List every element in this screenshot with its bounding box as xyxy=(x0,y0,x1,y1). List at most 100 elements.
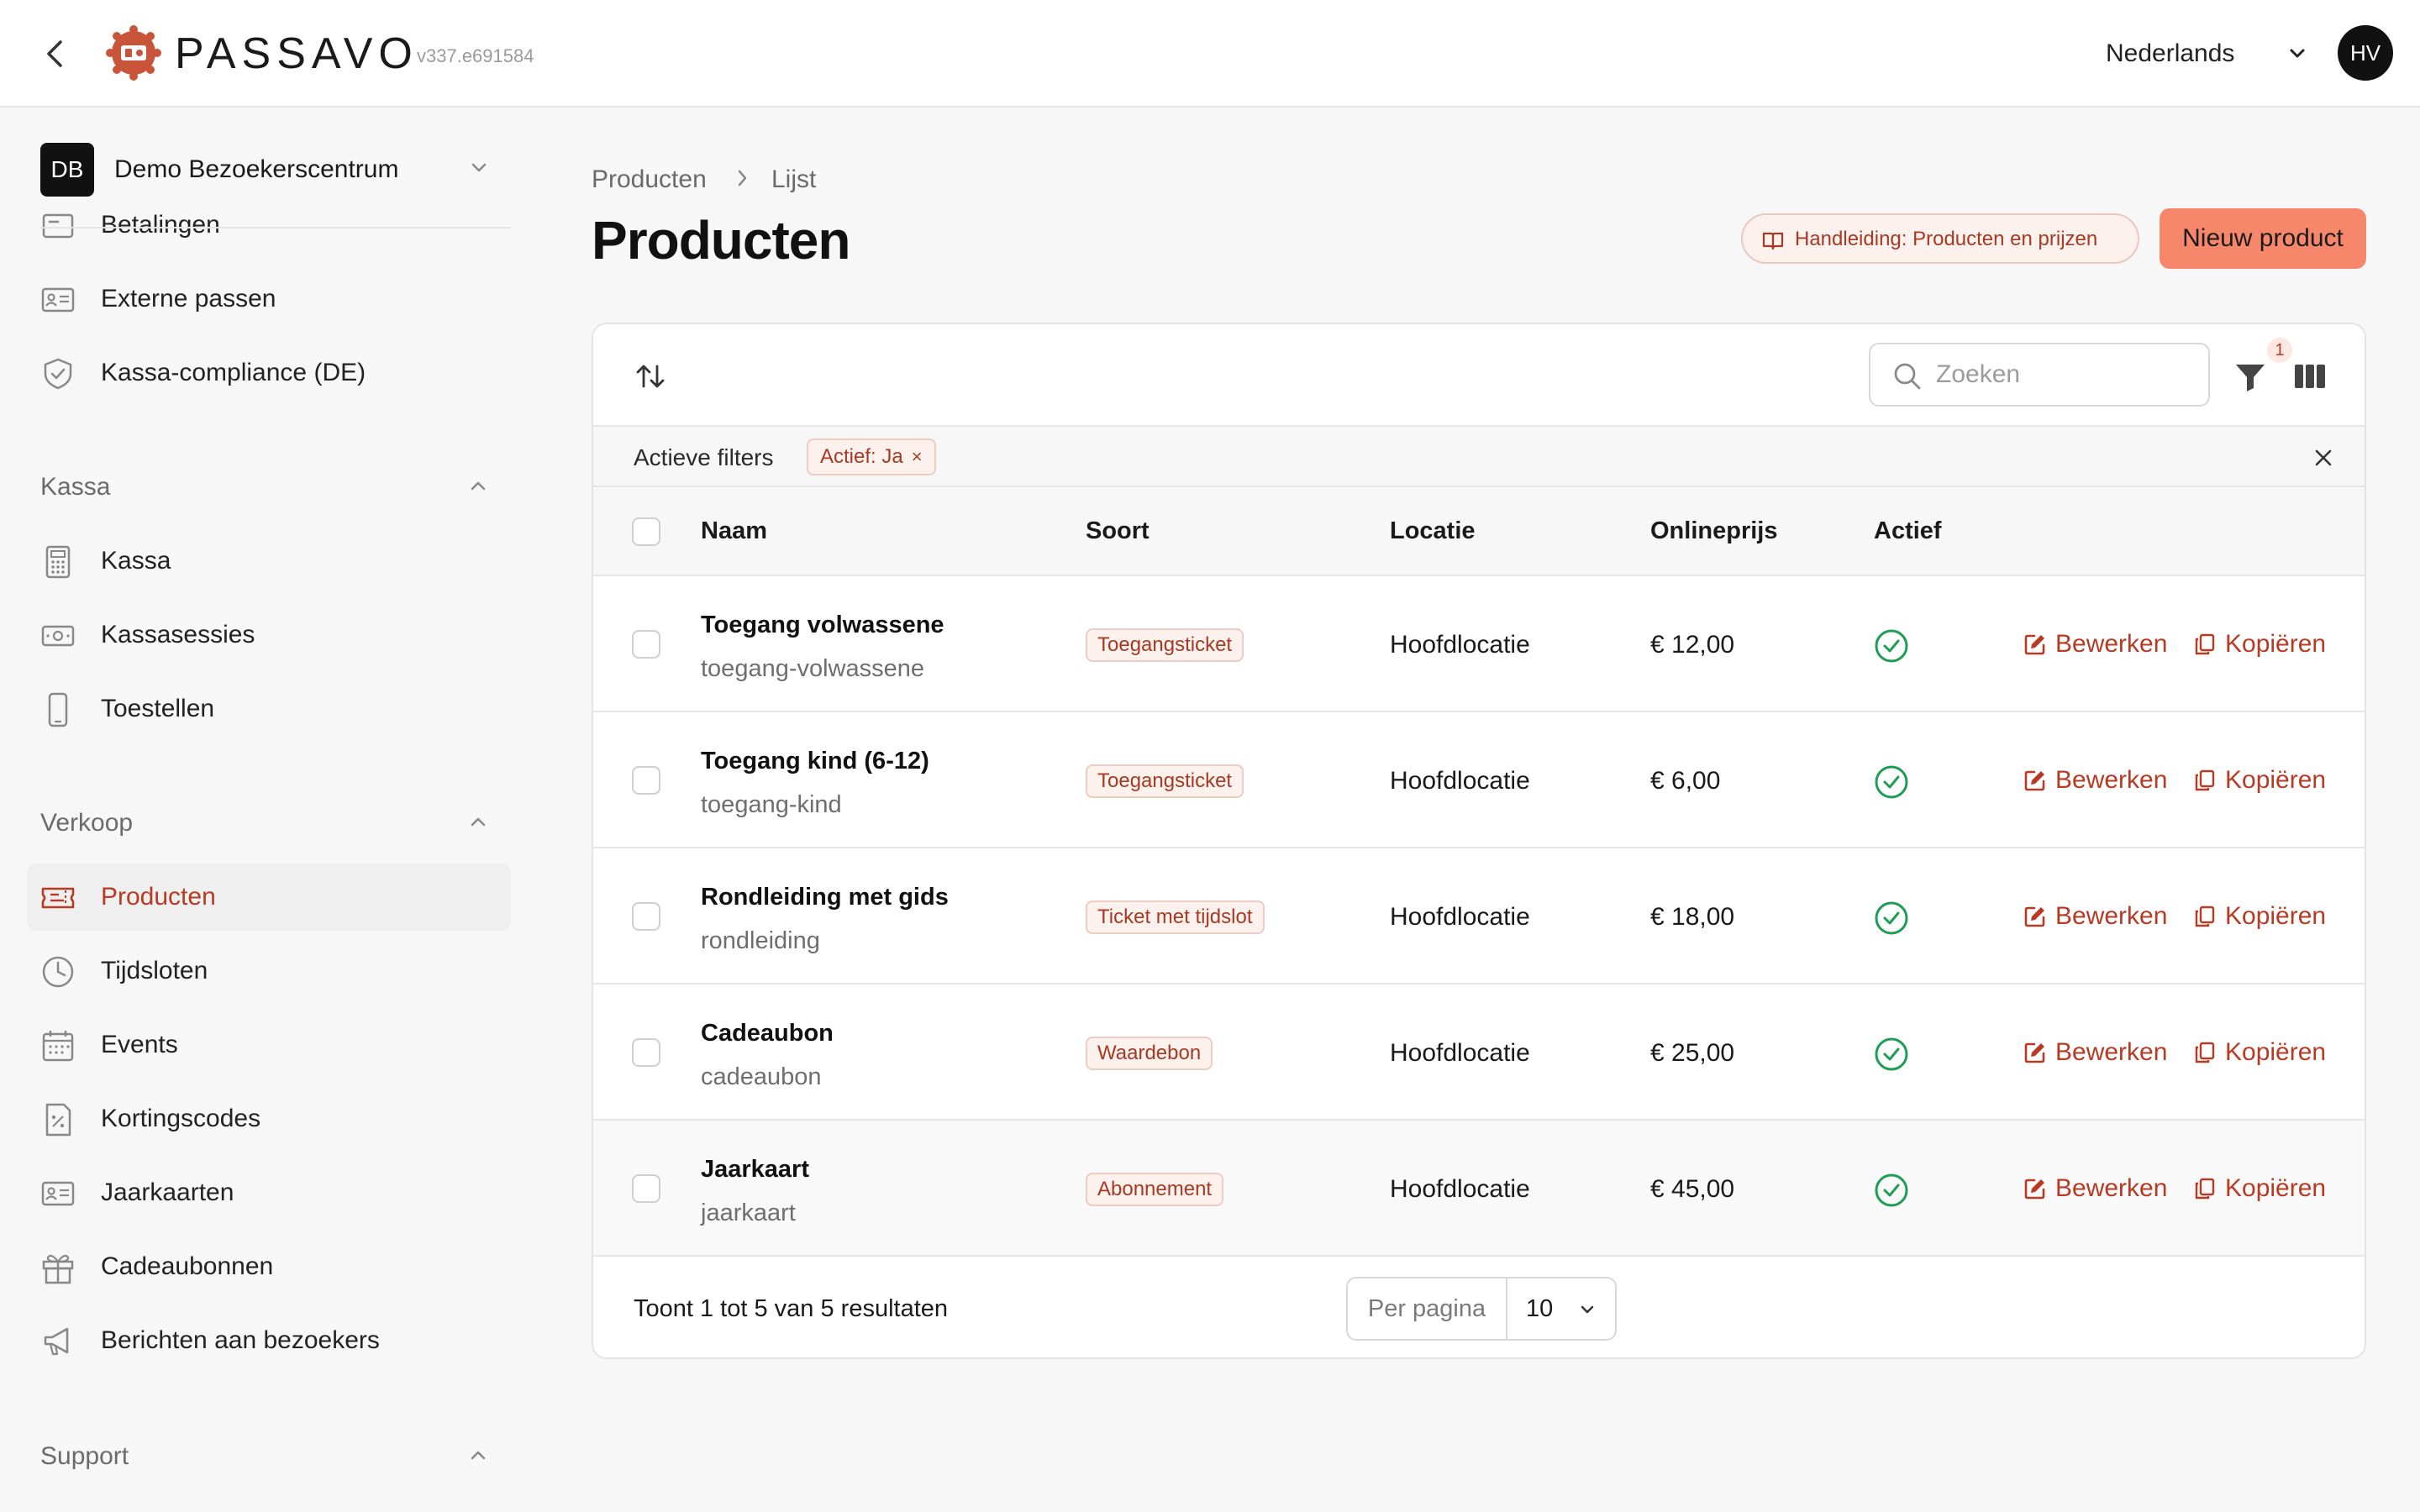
column-header-onlineprijs[interactable]: Onlineprijs xyxy=(1650,517,1778,544)
organization-switcher[interactable]: DB Demo Bezoekerscentrum xyxy=(40,139,511,203)
table-row[interactable]: Jaarkaart jaarkaart Abonnement Hoofdloca… xyxy=(593,1121,2365,1257)
product-name[interactable]: Rondleiding met gids xyxy=(701,884,949,911)
sidebar-item-label: Tijdsloten xyxy=(101,957,208,984)
sidebar-item-toestellen[interactable]: Toestellen xyxy=(27,675,511,743)
product-price: € 6,00 xyxy=(1650,767,1721,795)
sidebar-item-jaarkaarten[interactable]: Jaarkaarten xyxy=(27,1159,511,1226)
sidebar: DB Demo Bezoekerscentrum Betalingen Exte… xyxy=(0,109,538,1512)
row-checkbox[interactable] xyxy=(632,1174,660,1203)
sidebar-item-kassa[interactable]: Kassa xyxy=(27,528,511,595)
product-name[interactable]: Toegang kind (6-12) xyxy=(701,748,929,774)
table-row[interactable]: Rondleiding met gids rondleiding Ticket … xyxy=(593,848,2365,984)
copy-button[interactable]: Kopiëren xyxy=(2193,1033,2326,1072)
column-header-soort[interactable]: Soort xyxy=(1086,517,1150,544)
megaphone-icon xyxy=(40,1324,76,1359)
copy-button[interactable]: Kopiëren xyxy=(2193,761,2326,800)
select-all-checkbox[interactable] xyxy=(632,517,660,546)
section-header-kassa[interactable]: Kassa xyxy=(40,469,511,506)
edit-button[interactable]: Bewerken xyxy=(2023,625,2167,664)
per-page-select[interactable]: Per pagina 10 xyxy=(1346,1277,1617,1341)
new-product-button[interactable]: Nieuw product xyxy=(2160,208,2366,269)
copy-label: Kopiëren xyxy=(2225,1038,2327,1066)
copy-icon xyxy=(2193,769,2217,792)
section-header-support[interactable]: Support xyxy=(40,1438,511,1475)
product-price: € 12,00 xyxy=(1650,631,1735,659)
sidebar-item-kassasessies[interactable]: Kassasessies xyxy=(27,601,511,669)
table-row[interactable]: Toegang kind (6-12) toegang-kind Toegang… xyxy=(593,712,2365,848)
sidebar-item-label: Externe passen xyxy=(101,285,276,312)
sidebar-item-kortingscodes[interactable]: Kortingscodes xyxy=(27,1085,511,1152)
section-header-verkoop[interactable]: Verkoop xyxy=(40,805,511,842)
product-name[interactable]: Cadeaubon xyxy=(701,1020,834,1047)
edit-button[interactable]: Bewerken xyxy=(2023,1033,2167,1072)
calculator-icon xyxy=(40,544,76,580)
divider xyxy=(40,227,511,228)
copy-button[interactable]: Kopiëren xyxy=(2193,625,2326,664)
row-checkbox[interactable] xyxy=(632,902,660,931)
product-location: Hoofdlocatie xyxy=(1390,767,1530,795)
product-slug: jaarkaart xyxy=(701,1200,796,1226)
sidebar-item-cadeaubonnen[interactable]: Cadeaubonnen xyxy=(27,1233,511,1300)
edit-button[interactable]: Bewerken xyxy=(2023,1169,2167,1208)
product-price: € 25,00 xyxy=(1650,1039,1735,1067)
table-row[interactable]: Toegang volwassene toegang-volwassene To… xyxy=(593,576,2365,712)
edit-button[interactable]: Bewerken xyxy=(2023,897,2167,936)
column-header-naam[interactable]: Naam xyxy=(701,517,767,544)
chevron-down-icon[interactable] xyxy=(1576,1299,1598,1320)
column-header-actief[interactable]: Actief xyxy=(1874,517,1942,544)
gift-icon xyxy=(40,1250,76,1285)
ticket-icon xyxy=(40,880,76,916)
app-version: v337.e691584 xyxy=(417,45,534,66)
product-name[interactable]: Toegang volwassene xyxy=(701,612,944,638)
cash-icon xyxy=(40,618,76,654)
sidebar-item-berichten[interactable]: Berichten aan bezoekers xyxy=(27,1307,511,1374)
edit-label: Bewerken xyxy=(2055,1038,2168,1066)
user-avatar[interactable]: HV xyxy=(2338,25,2393,81)
row-checkbox[interactable] xyxy=(632,766,660,795)
back-arrow-icon[interactable] xyxy=(39,37,72,71)
filter-count-badge: 1 xyxy=(2267,338,2292,363)
sidebar-item-externe-passen[interactable]: Externe passen xyxy=(27,265,511,333)
product-name[interactable]: Jaarkaart xyxy=(701,1156,809,1183)
check-circle-icon xyxy=(1874,764,1909,800)
breadcrumb-producten[interactable]: Producten xyxy=(592,165,707,193)
remove-filter-icon[interactable]: × xyxy=(911,446,923,467)
sort-icon[interactable] xyxy=(634,360,667,393)
org-name: Demo Bezoekerscentrum xyxy=(114,155,399,183)
brand-logo-icon xyxy=(106,25,161,81)
product-location: Hoofdlocatie xyxy=(1390,631,1530,659)
page-title: Producten xyxy=(592,210,850,270)
edit-button[interactable]: Bewerken xyxy=(2023,761,2167,800)
sidebar-item-label: Events xyxy=(101,1031,178,1058)
chevron-down-icon[interactable] xyxy=(2284,40,2311,67)
table-row[interactable]: Cadeaubon cadeaubon Waardebon Hoofdlocat… xyxy=(593,984,2365,1121)
sidebar-item-events[interactable]: Events xyxy=(27,1011,511,1079)
active-filters-bar: Actieve filters Actief: Ja × xyxy=(593,425,2365,487)
copy-icon xyxy=(2193,633,2217,656)
sidebar-item-label: Kortingscodes xyxy=(101,1105,261,1132)
filter-icon[interactable] xyxy=(2233,360,2267,393)
close-icon[interactable] xyxy=(2311,445,2336,470)
search-field[interactable] xyxy=(1869,343,2210,407)
language-selector[interactable]: Nederlands xyxy=(2106,39,2235,67)
product-type-badge: Abonnement xyxy=(1086,1173,1224,1206)
per-page-value[interactable]: 10 xyxy=(1526,1295,1554,1322)
sidebar-item-producten[interactable]: Producten xyxy=(27,864,511,931)
guide-button[interactable]: Handleiding: Producten en prijzen xyxy=(1741,213,2139,264)
search-input[interactable] xyxy=(1936,356,2196,393)
edit-icon xyxy=(2023,1177,2047,1200)
sidebar-item-kassa-compliance[interactable]: Kassa-compliance (DE) xyxy=(27,339,511,407)
filter-chip-actief[interactable]: Actief: Ja × xyxy=(807,438,936,475)
chevron-up-icon xyxy=(466,474,491,499)
row-checkbox[interactable] xyxy=(632,630,660,659)
sidebar-item-tijdsloten[interactable]: Tijdsloten xyxy=(27,937,511,1005)
copy-button[interactable]: Kopiëren xyxy=(2193,1169,2326,1208)
chevron-right-icon xyxy=(731,166,755,190)
row-checkbox[interactable] xyxy=(632,1038,660,1067)
chevron-down-icon xyxy=(466,155,492,181)
columns-icon[interactable] xyxy=(2292,360,2328,393)
sidebar-item-betalingen[interactable]: Betalingen xyxy=(27,192,511,259)
column-header-locatie[interactable]: Locatie xyxy=(1390,517,1476,544)
product-price: € 45,00 xyxy=(1650,1175,1735,1203)
copy-button[interactable]: Kopiëren xyxy=(2193,897,2326,936)
